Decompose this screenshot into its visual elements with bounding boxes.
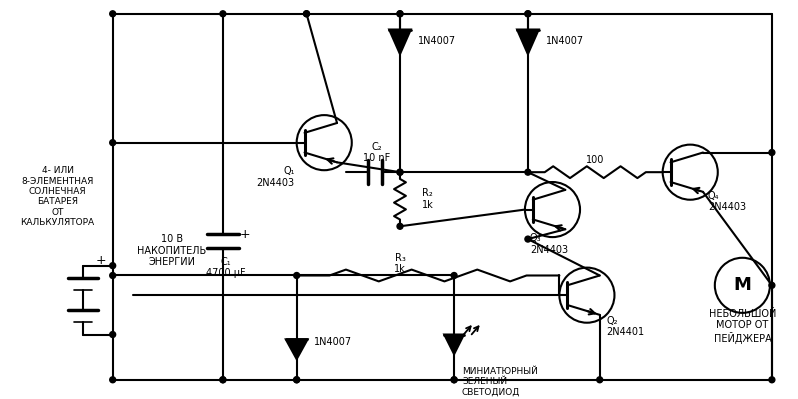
Polygon shape — [389, 30, 411, 54]
Polygon shape — [286, 340, 307, 359]
Text: 4- ИЛИ
8-ЭЛЕМЕНТНАЯ
СОЛНЕЧНАЯ
БАТАРЕЯ
ОТ
КАЛЬКУЛЯТОРА: 4- ИЛИ 8-ЭЛЕМЕНТНАЯ СОЛНЕЧНАЯ БАТАРЕЯ ОТ… — [21, 166, 95, 227]
Text: МИНИАТЮРНЫЙ
ЗЕЛЕНЫЙ
СВЕТОДИОД: МИНИАТЮРНЫЙ ЗЕЛЕНЫЙ СВЕТОДИОД — [462, 367, 538, 397]
Circle shape — [525, 169, 531, 175]
Polygon shape — [517, 30, 539, 54]
Text: Q₂
2N4401: Q₂ 2N4401 — [606, 316, 645, 338]
Text: C₁
4700 µF: C₁ 4700 µF — [206, 257, 246, 279]
Text: R₃
1k: R₃ 1k — [394, 253, 406, 275]
Text: 10 В
НАКОПИТЕЛЬ
ЭНЕРГИИ: 10 В НАКОПИТЕЛЬ ЭНЕРГИИ — [137, 234, 207, 267]
Text: R₂
1k: R₂ 1k — [421, 188, 433, 210]
Circle shape — [110, 140, 116, 146]
Circle shape — [294, 377, 299, 383]
Circle shape — [769, 282, 775, 288]
Circle shape — [110, 11, 116, 17]
Text: 1N4007: 1N4007 — [546, 36, 583, 46]
Text: 1N4007: 1N4007 — [314, 338, 353, 348]
Circle shape — [303, 11, 310, 17]
Text: +: + — [239, 228, 250, 241]
Circle shape — [303, 11, 310, 17]
Text: М: М — [733, 277, 751, 294]
Circle shape — [451, 377, 457, 383]
Polygon shape — [444, 334, 464, 354]
Circle shape — [451, 273, 457, 279]
Circle shape — [110, 273, 116, 279]
Circle shape — [294, 377, 299, 383]
Text: 1N4007: 1N4007 — [417, 36, 456, 46]
Circle shape — [769, 150, 775, 156]
Text: C₂
10 nF: C₂ 10 nF — [363, 142, 390, 163]
Text: 100: 100 — [586, 155, 604, 165]
Circle shape — [397, 169, 403, 175]
Text: Q₃
2N4403: Q₃ 2N4403 — [530, 233, 568, 255]
Text: Q₁
2N4403: Q₁ 2N4403 — [257, 166, 294, 188]
Circle shape — [451, 377, 457, 383]
Circle shape — [220, 377, 226, 383]
Circle shape — [397, 223, 403, 229]
Circle shape — [110, 263, 116, 269]
Circle shape — [525, 11, 531, 17]
Circle shape — [220, 11, 226, 17]
Circle shape — [110, 377, 116, 383]
Circle shape — [294, 273, 299, 279]
Circle shape — [769, 377, 775, 383]
Circle shape — [597, 377, 602, 383]
Circle shape — [525, 11, 531, 17]
Text: +: + — [96, 254, 106, 267]
Circle shape — [397, 11, 403, 17]
Circle shape — [397, 169, 403, 175]
Circle shape — [525, 236, 531, 242]
Circle shape — [220, 377, 226, 383]
Text: НЕБОЛЬШОЙ
МОТОР ОТ
ПЕЙДЖЕРА: НЕБОЛЬШОЙ МОТОР ОТ ПЕЙДЖЕРА — [709, 309, 776, 344]
Circle shape — [397, 11, 403, 17]
Text: Q₄
2N4403: Q₄ 2N4403 — [708, 191, 746, 213]
Circle shape — [110, 332, 116, 338]
